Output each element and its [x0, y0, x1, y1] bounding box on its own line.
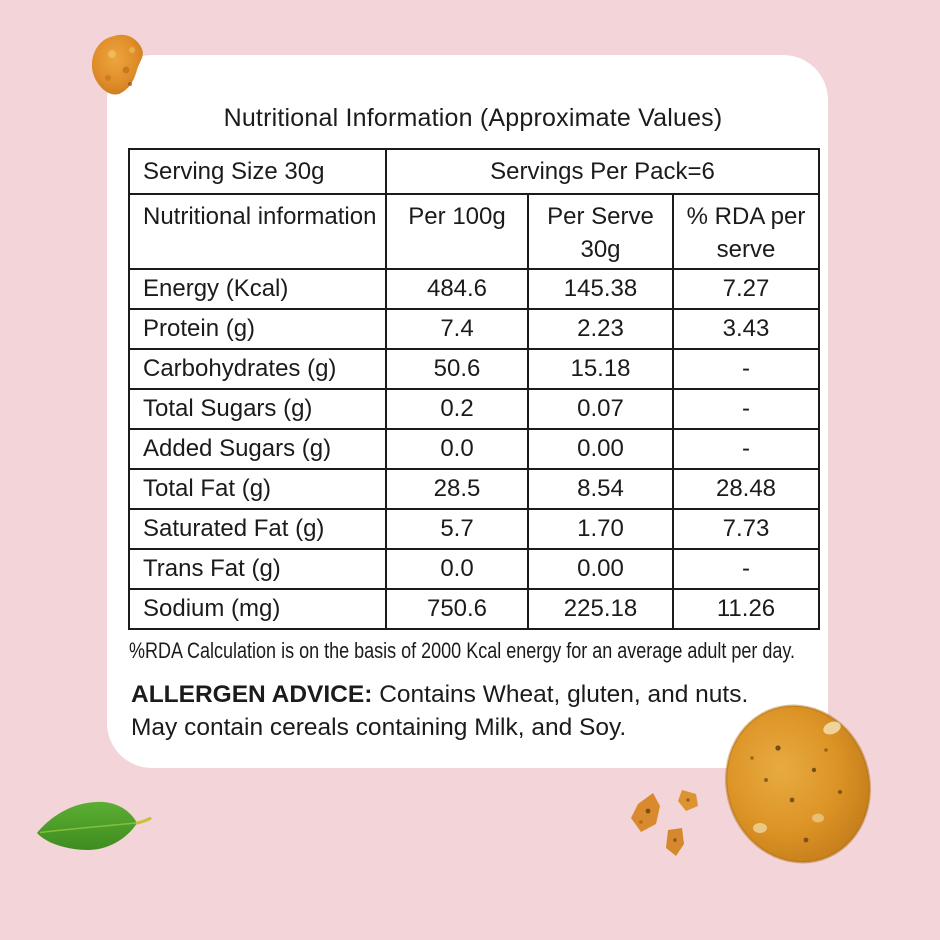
cookie-crumb-image	[91, 34, 143, 95]
row-label-cell: Sodium (mg)	[128, 588, 387, 630]
per-serve-cell: 15.18	[527, 348, 674, 390]
row-label-cell: Protein (g)	[128, 308, 387, 350]
rda-footnote: %RDA Calculation is on the basis of 2000…	[129, 638, 796, 663]
allergen-advice: ALLERGEN ADVICE: Contains Wheat, gluten,…	[131, 678, 776, 744]
allergen-advice-label: ALLERGEN ADVICE:	[131, 681, 373, 708]
per-serve-cell: 225.18	[527, 588, 674, 630]
per-100g-cell: 7.4	[385, 308, 529, 350]
rda-cell: -	[672, 428, 820, 470]
per-serve-cell: 2.23	[527, 308, 674, 350]
header-rda-per-serve: % RDA per serve	[672, 193, 820, 270]
table-row-protein: Protein (g) 7.4 2.23 3.43	[128, 308, 820, 350]
row-label-cell: Total Sugars (g)	[128, 388, 387, 430]
per-100g-cell: 750.6	[385, 588, 529, 630]
header-nutritional-information: Nutritional information	[128, 193, 387, 270]
cookie-image	[724, 704, 872, 864]
per-serve-cell: 8.54	[527, 468, 674, 510]
per-serve-cell: 145.38	[527, 268, 674, 310]
row-label-cell: Trans Fat (g)	[128, 548, 387, 590]
leaf-image	[37, 801, 152, 850]
rda-cell: -	[672, 348, 820, 390]
per-serve-cell: 0.07	[527, 388, 674, 430]
table-row-total-fat: Total Fat (g) 28.5 8.54 28.48	[128, 468, 820, 510]
rda-cell: 28.48	[672, 468, 820, 510]
per-100g-cell: 484.6	[385, 268, 529, 310]
per-serve-cell: 0.00	[527, 428, 674, 470]
row-label-cell: Saturated Fat (g)	[128, 508, 387, 550]
per-100g-cell: 50.6	[385, 348, 529, 390]
rda-cell: -	[672, 388, 820, 430]
rda-cell: 7.73	[672, 508, 820, 550]
cookie-crumbs-image	[631, 790, 698, 856]
per-serve-cell: 0.00	[527, 548, 674, 590]
page-title: Nutritional Information (Approximate Val…	[223, 104, 723, 132]
per-serve-cell: 1.70	[527, 508, 674, 550]
per-100g-cell: 0.0	[385, 548, 529, 590]
servings-per-pack-cell: Servings Per Pack=6	[385, 148, 820, 195]
per-100g-cell: 0.0	[385, 428, 529, 470]
rda-cell: 7.27	[672, 268, 820, 310]
serving-row: Serving Size 30g Servings Per Pack=6	[128, 148, 820, 195]
rda-cell: 11.26	[672, 588, 820, 630]
table-row-energy: Energy (Kcal) 484.6 145.38 7.27	[128, 268, 820, 310]
rda-cell: -	[672, 548, 820, 590]
table-row-carbohydrates: Carbohydrates (g) 50.6 15.18 -	[128, 348, 820, 390]
row-label-cell: Carbohydrates (g)	[128, 348, 387, 390]
header-per-serve: Per Serve 30g	[527, 193, 674, 270]
rda-cell: 3.43	[672, 308, 820, 350]
allergen-advice-text: Contains Wheat, gluten, and nuts. May co…	[131, 681, 749, 741]
table-row-added-sugars: Added Sugars (g) 0.0 0.00 -	[128, 428, 820, 470]
table-row-saturated-fat: Saturated Fat (g) 5.7 1.70 7.73	[128, 508, 820, 550]
per-100g-cell: 28.5	[385, 468, 529, 510]
serving-size-cell: Serving Size 30g	[128, 148, 387, 195]
row-label-cell: Added Sugars (g)	[128, 428, 387, 470]
column-header-row: Nutritional information Per 100g Per Ser…	[128, 193, 820, 270]
table-row-trans-fat: Trans Fat (g) 0.0 0.00 -	[128, 548, 820, 590]
nutrition-table: Serving Size 30g Servings Per Pack=6 Nut…	[128, 148, 820, 630]
row-label-cell: Energy (Kcal)	[128, 268, 387, 310]
per-100g-cell: 5.7	[385, 508, 529, 550]
per-100g-cell: 0.2	[385, 388, 529, 430]
table-row-total-sugars: Total Sugars (g) 0.2 0.07 -	[128, 388, 820, 430]
table-row-sodium: Sodium (mg) 750.6 225.18 11.26	[128, 588, 820, 630]
header-per-100g: Per 100g	[385, 193, 529, 270]
row-label-cell: Total Fat (g)	[128, 468, 387, 510]
